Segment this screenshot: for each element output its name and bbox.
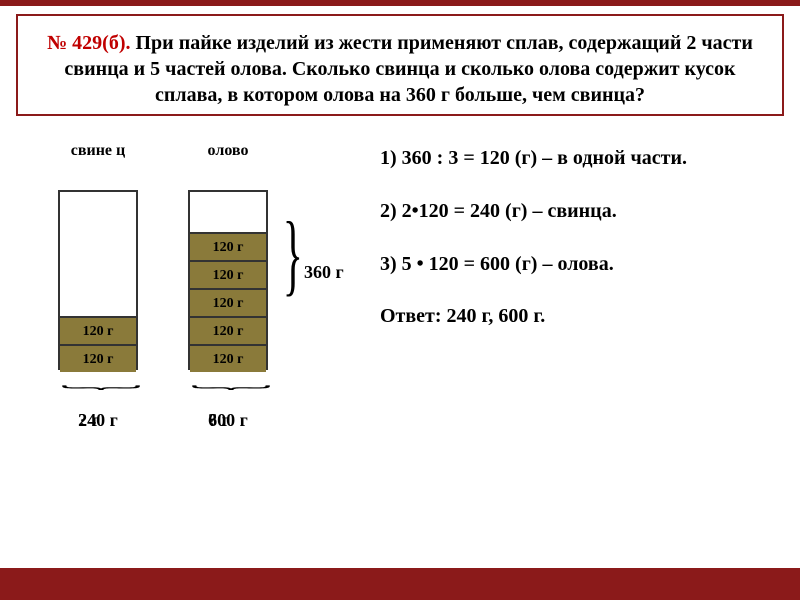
tin-segment: 120 г bbox=[190, 260, 266, 288]
tin-segment: 120 г bbox=[190, 344, 266, 372]
tin-bottom-label: ? г 600 г bbox=[178, 410, 278, 431]
problem-card: № 429(б). При пайке изделий из жести при… bbox=[16, 14, 784, 116]
lead-bar: 120 г 120 г bbox=[58, 190, 138, 370]
lead-segment: 120 г bbox=[60, 316, 136, 344]
lead-segment: 120 г bbox=[60, 344, 136, 372]
solution-zone: 1) 360 : 3 = 120 (г) – в одной части. 2)… bbox=[368, 142, 792, 328]
diagram-zone: свине ц олово 120 г 120 г 120 г 120 г 12… bbox=[8, 142, 368, 328]
problem-statement: № 429(б). При пайке изделий из жести при… bbox=[36, 30, 764, 108]
tin-label: олово bbox=[188, 142, 268, 160]
brace-bottom-lead-icon: ︸ bbox=[60, 380, 142, 405]
lead-question: ? г bbox=[78, 410, 100, 431]
solution-step-1: 1) 360 : 3 = 120 (г) – в одной части. bbox=[380, 146, 792, 171]
bottom-accent-band bbox=[0, 568, 800, 600]
lead-empty bbox=[60, 192, 136, 316]
content-area: свине ц олово 120 г 120 г 120 г 120 г 12… bbox=[0, 124, 800, 328]
brace-right-icon: } bbox=[283, 220, 303, 293]
lead-bottom-label: ? г 240 г bbox=[48, 410, 148, 431]
tin-bar: 120 г 120 г 120 г 120 г 120 г bbox=[188, 190, 268, 370]
brace-bottom-tin-icon: ︸ bbox=[190, 380, 272, 405]
tin-segment: 120 г bbox=[190, 316, 266, 344]
tin-empty bbox=[190, 192, 266, 232]
problem-text-body: При пайке изделий из жести применяют спл… bbox=[64, 32, 753, 106]
solution-step-2: 2) 2•120 = 240 (г) – свинца. bbox=[380, 199, 792, 224]
brace-value-label: 360 г bbox=[304, 262, 344, 283]
tin-segment: 120 г bbox=[190, 288, 266, 316]
tin-segment: 120 г bbox=[190, 232, 266, 260]
solution-answer: Ответ: 240 г, 600 г. bbox=[380, 305, 792, 328]
solution-step-3: 3) 5 • 120 = 600 (г) – олова. bbox=[380, 252, 792, 277]
problem-number: № 429(б). bbox=[47, 32, 130, 54]
top-accent-band bbox=[0, 0, 800, 6]
tin-question: ? г bbox=[208, 410, 230, 431]
lead-label: свине ц bbox=[58, 142, 138, 160]
